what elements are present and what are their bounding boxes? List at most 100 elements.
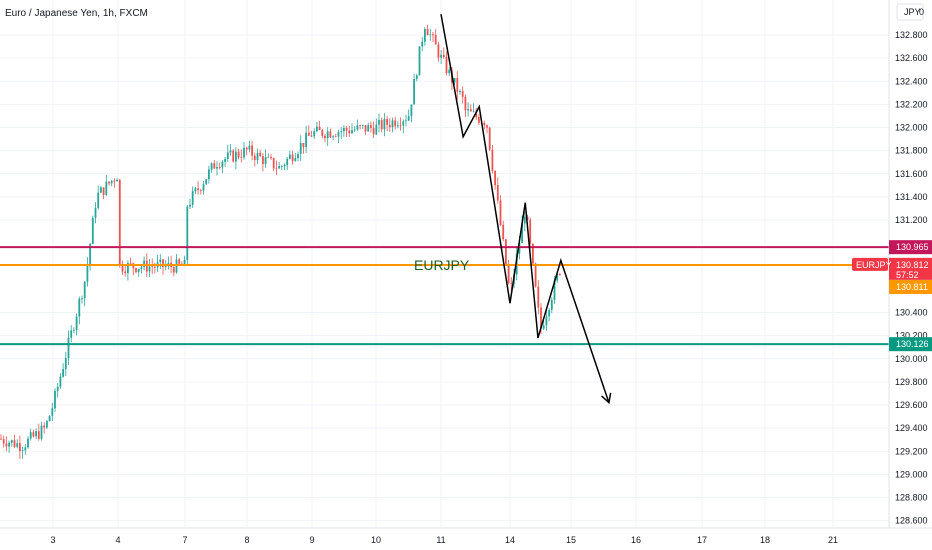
candle-body <box>286 158 289 166</box>
candle-body <box>46 421 48 428</box>
candle-body <box>110 180 113 184</box>
price-tick-label: 132.400 <box>895 76 928 86</box>
candle-body <box>116 179 118 182</box>
candle-body <box>553 280 556 300</box>
candle-body <box>129 262 132 264</box>
candle-body <box>67 337 70 359</box>
candle-body <box>275 168 278 170</box>
candle-body <box>10 440 13 443</box>
currency-badge-value: 0 <box>919 7 924 17</box>
candle-body <box>478 117 480 123</box>
candle-body <box>54 390 56 409</box>
level-price-tag <box>889 279 932 294</box>
candle-body <box>464 96 467 111</box>
time-tick-label: 9 <box>309 535 314 545</box>
candle-body <box>526 216 529 220</box>
level-price-tag <box>889 240 932 255</box>
candle-body <box>75 316 78 330</box>
candle-body <box>532 243 534 264</box>
currency-badge-label: JPY <box>904 7 921 17</box>
candle-body <box>343 128 345 132</box>
candle-body <box>51 408 54 416</box>
time-tick-label: 18 <box>760 535 770 545</box>
price-tick-label: 130.000 <box>895 354 928 364</box>
candle-body <box>140 267 143 269</box>
candle-body <box>372 128 375 135</box>
candle-body <box>48 415 51 422</box>
candle-body <box>494 170 496 186</box>
candle-body <box>326 131 329 139</box>
candle-body <box>310 135 313 137</box>
candle-body <box>251 145 253 156</box>
candle-body <box>164 265 167 268</box>
time-tick-label: 14 <box>505 535 515 545</box>
price-tick-label: 129.600 <box>895 400 928 410</box>
candle-body <box>259 152 262 157</box>
time-tick-label: 16 <box>631 535 641 545</box>
time-tick-label: 15 <box>566 535 576 545</box>
candle-body <box>523 216 526 224</box>
candle-body <box>226 152 229 159</box>
price-tick-label: 131.800 <box>895 146 928 156</box>
candle-body <box>21 450 24 452</box>
price-tick-label: 132.800 <box>895 30 928 40</box>
candle-body <box>218 166 221 168</box>
candle-body <box>388 124 391 128</box>
candle-body <box>40 425 43 439</box>
zigzag-pattern-line[interactable] <box>440 14 610 403</box>
arrow-head-icon <box>601 392 612 405</box>
candle-body <box>32 432 35 437</box>
candle-body <box>189 204 191 207</box>
time-tick-label: 4 <box>115 535 120 545</box>
time-tick-label: 8 <box>244 535 249 545</box>
candle-body <box>162 259 164 268</box>
candle-body <box>240 156 243 158</box>
candle-body <box>113 180 116 182</box>
candle-body <box>297 153 299 158</box>
candle-body <box>270 156 272 159</box>
candle-body <box>488 127 491 150</box>
candle-body <box>448 69 451 74</box>
candle-body <box>361 125 364 126</box>
price-tick-label: 132.600 <box>895 53 928 63</box>
candle-body <box>442 54 445 57</box>
time-axis-panel[interactable] <box>0 528 932 550</box>
candle-body <box>35 431 37 437</box>
candle-body <box>332 136 334 138</box>
current-price-label: 130.812 <box>896 260 929 270</box>
candle-body <box>278 166 280 169</box>
candle-body <box>27 438 29 448</box>
time-tick-label: 17 <box>697 535 707 545</box>
candle-body <box>0 438 2 440</box>
currency-badge[interactable]: JPY <box>896 3 924 21</box>
candlestick-series <box>0 25 561 459</box>
candle-body <box>186 206 189 260</box>
candle-body <box>415 75 418 79</box>
candle-body <box>100 187 102 193</box>
candle-body <box>459 90 461 92</box>
candle-body <box>253 155 256 161</box>
candle-body <box>559 273 561 275</box>
candle-body <box>432 34 434 36</box>
candle-body <box>391 120 394 128</box>
candle-body <box>56 386 59 391</box>
price-tick-label: 128.600 <box>895 516 928 526</box>
level-price-tag-label: 130.126 <box>896 339 929 349</box>
price-tick-label: 129.400 <box>895 423 928 433</box>
candle-body <box>534 263 537 287</box>
candle-body <box>205 179 208 185</box>
candle-body <box>383 118 386 130</box>
candle-body <box>378 119 380 125</box>
candle-body <box>221 161 224 168</box>
candle-body <box>434 34 437 45</box>
candle-body <box>280 166 283 167</box>
candle-body <box>486 125 488 128</box>
time-tick-label: 11 <box>436 535 445 545</box>
candle-body <box>394 120 397 127</box>
candle-body <box>329 131 332 138</box>
candle-body <box>86 264 89 282</box>
candle-body <box>256 152 259 161</box>
candle-body <box>548 309 550 317</box>
candle-body <box>264 157 267 165</box>
